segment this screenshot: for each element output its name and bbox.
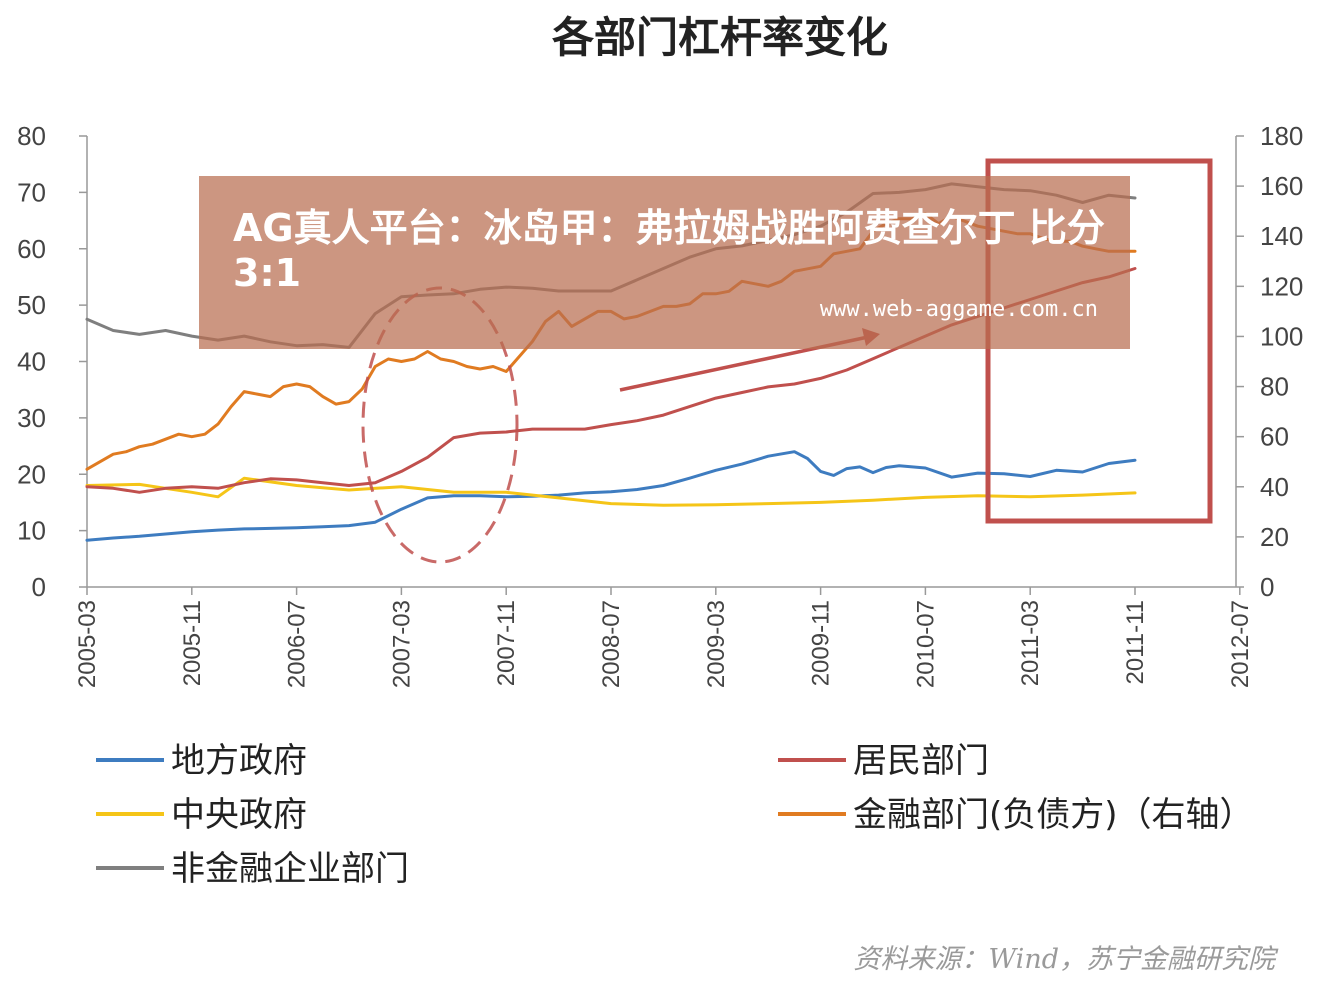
x-tick-label: 2005-03: [74, 600, 101, 688]
chart-title: 各部门杠杆率变化: [552, 13, 888, 62]
right-tick-label: 80: [1260, 372, 1289, 402]
legend-label: 地方政府: [171, 741, 307, 781]
x-tick-label: 2011-03: [1017, 600, 1044, 686]
left-tick-label: 50: [17, 290, 46, 320]
left-tick-label: 70: [17, 177, 46, 207]
legend-label: 金融部门(负债方)（右轴）: [853, 795, 1254, 835]
overlay-title: AG真人平台：冰岛甲：弗拉姆战胜阿费查尔丁 比分3:1: [233, 206, 1105, 295]
x-tick-label: 2007-03: [388, 600, 415, 688]
right-tick-label: 100: [1260, 321, 1303, 351]
watermark-overlay: AG真人平台：冰岛甲：弗拉姆战胜阿费查尔丁 比分3:1 www.web-agga…: [199, 176, 1130, 349]
right-tick-label: 20: [1260, 522, 1289, 552]
source-note: 资料来源：Wind，苏宁金融研究院: [853, 944, 1279, 975]
left-tick-label: 0: [32, 572, 46, 602]
left-tick-label: 60: [17, 234, 46, 264]
left-tick-label: 40: [17, 347, 46, 377]
series-line: [85, 450, 1137, 542]
right-tick-label: 140: [1260, 221, 1303, 251]
left-tick-label: 30: [17, 403, 46, 433]
legend-label: 居民部门: [853, 741, 989, 781]
legend-label: 非金融企业部门: [171, 849, 409, 889]
x-tick-label: 2010-07: [912, 600, 939, 688]
right-tick-label: 160: [1260, 171, 1303, 201]
right-tick-label: 120: [1260, 271, 1303, 301]
x-tick-label: 2011-11: [1122, 600, 1149, 685]
axes: 0 10 20 30 40 50 60 70 80 0 20 40 60 80 100 120 140 160 18…: [17, 121, 1303, 688]
left-tick-label: 80: [17, 121, 46, 151]
x-tick-label: 2009-03: [703, 600, 730, 688]
legend-label: 中央政府: [171, 795, 307, 835]
right-tick-label: 40: [1260, 472, 1289, 502]
series-line: [85, 476, 1137, 507]
left-tick-label: 20: [17, 459, 46, 489]
right-tick-label: 60: [1260, 422, 1289, 452]
x-tick-label: 2007-11: [493, 600, 520, 686]
x-tick-label: 2012-07: [1227, 600, 1254, 688]
right-tick-label: 180: [1260, 121, 1303, 151]
overlay-url: www.web-aggame.com.cn: [819, 297, 1098, 322]
x-tick-label: 2005-11: [179, 600, 206, 686]
x-tick-label: 2008-07: [598, 600, 625, 688]
left-tick-label: 10: [17, 516, 46, 546]
right-tick-label: 0: [1260, 572, 1274, 602]
x-tick-label: 2006-07: [284, 600, 311, 688]
x-tick-label: 2009-11: [808, 600, 835, 686]
